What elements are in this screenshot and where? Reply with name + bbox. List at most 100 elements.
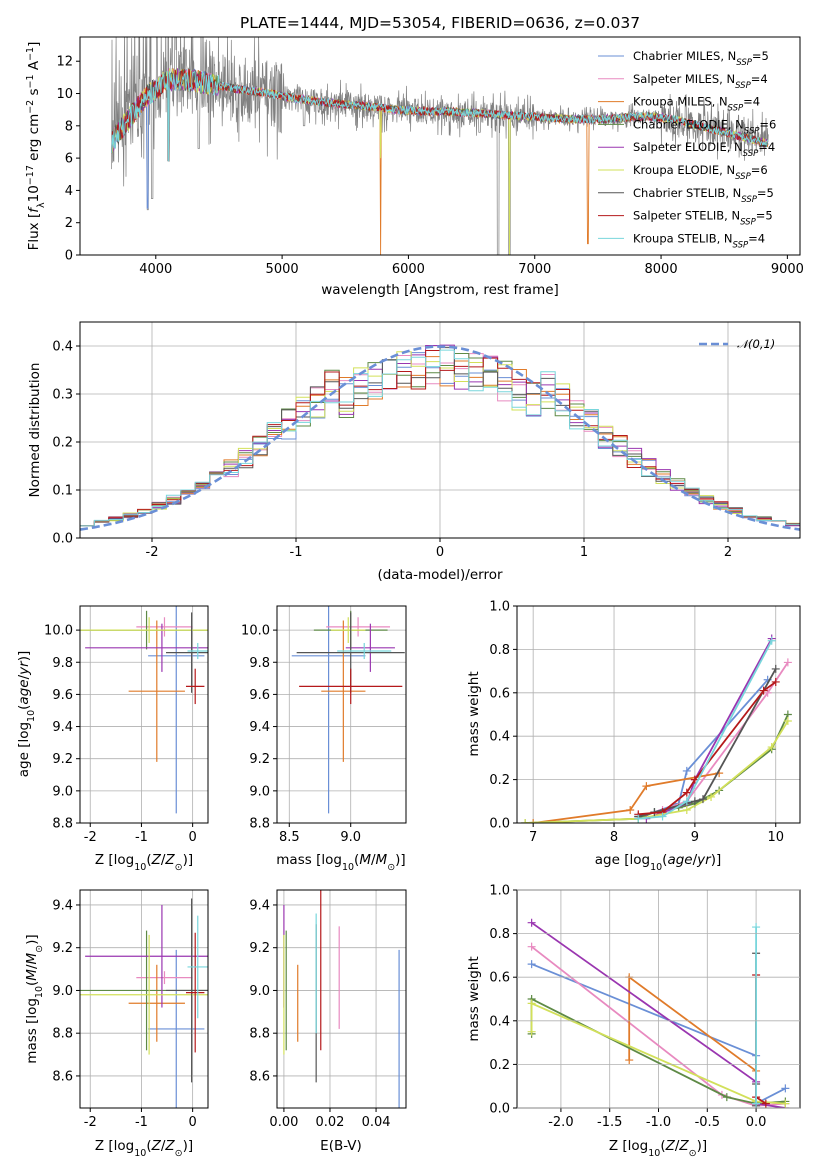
label-part: age [ [595, 852, 630, 868]
y-tick-label: 0.8 [489, 643, 510, 658]
normal-curve [80, 345, 800, 531]
data-point [136, 971, 193, 985]
plus-marker [752, 923, 761, 932]
axes-frame [79, 605, 209, 824]
label-part: ⊙ [34, 945, 45, 953]
plus-marker [634, 814, 643, 823]
legend-entry: Chabrier STELIB, NSSP=5 [633, 186, 774, 205]
x-axis-label: age [log10(age/yr)] [595, 852, 722, 873]
label-part: / [675, 1138, 680, 1154]
x-tick-label: 0.04 [362, 1115, 391, 1130]
x-tick-label: -1.5 [597, 1115, 622, 1130]
y-tick-label: 12 [56, 55, 73, 70]
label-part: Z [ [609, 1138, 628, 1154]
legend-name: Kroupa ELODIE, N [633, 163, 735, 177]
legend-sub: SSP [741, 195, 757, 205]
label-part: age [667, 852, 692, 868]
label-part: mass [ [24, 1019, 40, 1064]
label-part: log [321, 852, 342, 868]
x-tick-label: -2 [84, 1115, 97, 1130]
legend-entry: Chabrier ELODIE, NSSP=6 [633, 117, 776, 136]
figure-title: PLATE=1444, MJD=53054, FIBERID=0636, z=0… [240, 14, 640, 32]
legend-name: Chabrier STELIB, N [633, 186, 741, 200]
y-tick-label: 8.8 [249, 817, 270, 832]
label-part: Z [151, 1138, 162, 1154]
y-tick-label: 9.4 [249, 720, 270, 735]
legend-entry: Chabrier MILES, NSSP=5 [633, 49, 769, 68]
legend-count: =6 [759, 117, 776, 131]
plus-marker [783, 658, 792, 667]
x-tick-label: 0 [188, 830, 196, 845]
plot-area [80, 344, 800, 531]
x-tick-label: 0.0 [746, 1115, 767, 1130]
data-point [85, 904, 208, 1008]
label-part: Z [ [95, 1138, 114, 1154]
label-part: erg cm [26, 114, 42, 165]
legend-sub: SSP [743, 149, 759, 159]
y-axis-label: mass [log10(M/M⊙)] [24, 934, 45, 1063]
y-tick-label: 6 [65, 152, 73, 167]
y-tick-label: 0.4 [52, 340, 73, 355]
label-part: log [24, 998, 40, 1019]
label-part: Z [164, 852, 175, 868]
label-part: 10 [26, 185, 42, 202]
legend-sub: SSP [736, 58, 752, 68]
label-part: yr [16, 660, 32, 676]
plot-area [111, 37, 769, 255]
label-part: ( [660, 1138, 665, 1154]
plot-area [527, 918, 790, 1108]
label-part: Z [164, 1138, 175, 1154]
y-tick-label: 10.0 [241, 624, 270, 639]
y-tick-label: 0.8 [489, 927, 510, 942]
plot-area [80, 606, 208, 814]
data-point [345, 623, 395, 672]
y-tick-label: 9.4 [249, 898, 270, 913]
y-tick-label: 8.8 [52, 817, 73, 832]
plus-marker [781, 1084, 790, 1093]
data-point [326, 617, 391, 637]
x-tick-label: 5000 [266, 262, 299, 277]
label-part: 10 [648, 1148, 660, 1159]
legend-name: Kroupa MILES, N [633, 95, 728, 109]
model-spectrum-line [111, 70, 769, 162]
y-tick-label: 0.1 [52, 484, 73, 499]
label-part: )] [183, 1138, 194, 1154]
legend-entry: Kroupa ELODIE, NSSP=6 [633, 163, 768, 182]
plus-marker [527, 960, 536, 969]
legend-count: =5 [757, 186, 774, 200]
label-part: Z [665, 1138, 676, 1154]
plus-marker [759, 686, 768, 695]
data-point [80, 617, 208, 643]
y-tick-label: 9.6 [249, 688, 270, 703]
label-part: ( [354, 852, 359, 868]
label-part: / [693, 852, 698, 868]
data-point [291, 606, 366, 814]
x-tick-label: 7 [529, 830, 537, 845]
mass-weight-line [646, 638, 773, 820]
label-part: / [371, 852, 376, 868]
plus-marker [682, 805, 691, 814]
label-part: log [114, 852, 135, 868]
label-part: )] [16, 651, 32, 662]
label-part: ⊙ [689, 1148, 697, 1159]
x-tick-label: 0.00 [269, 1115, 298, 1130]
plus-marker [682, 766, 691, 775]
mass-weight-line [525, 714, 789, 823]
label-part: / [161, 1138, 166, 1154]
data-point [85, 623, 208, 672]
y-tick-label: 0.3 [52, 388, 73, 403]
y-tick-label: 9.2 [52, 941, 73, 956]
plus-marker [767, 743, 776, 752]
plus-marker [658, 812, 667, 821]
label-part: s [26, 88, 42, 99]
y-tick-label: 9.8 [249, 656, 270, 671]
y-axis-label: age [log10(age/yr)] [16, 651, 37, 778]
legend-entry: Salpeter MILES, NSSP=4 [633, 72, 768, 91]
plus-marker [529, 819, 538, 823]
x-axis-label: Z [log10(Z/Z⊙)] [609, 1138, 707, 1159]
plus-marker [707, 792, 716, 801]
data-point [128, 964, 185, 1042]
data-point [299, 668, 403, 705]
x-tick-label: 9.0 [340, 830, 361, 845]
legend-count: =4 [751, 72, 768, 86]
